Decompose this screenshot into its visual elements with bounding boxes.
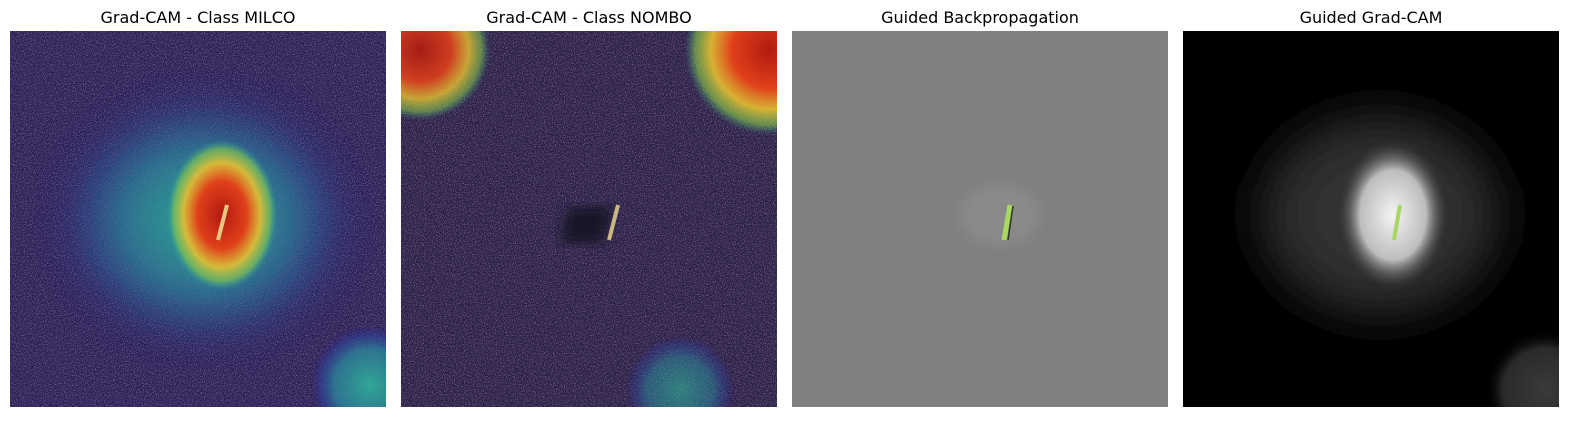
panel-title: Guided Grad-CAM	[1300, 8, 1443, 27]
gradient-image	[792, 31, 1168, 407]
panel-title: Grad-CAM - Class NOMBO	[486, 8, 691, 27]
heatmap-image	[401, 31, 777, 407]
panel-title: Guided Backpropagation	[881, 8, 1079, 27]
guided-cam-image	[1183, 31, 1559, 407]
heatmap-image	[10, 31, 386, 407]
panel-title: Grad-CAM - Class MILCO	[101, 8, 296, 27]
